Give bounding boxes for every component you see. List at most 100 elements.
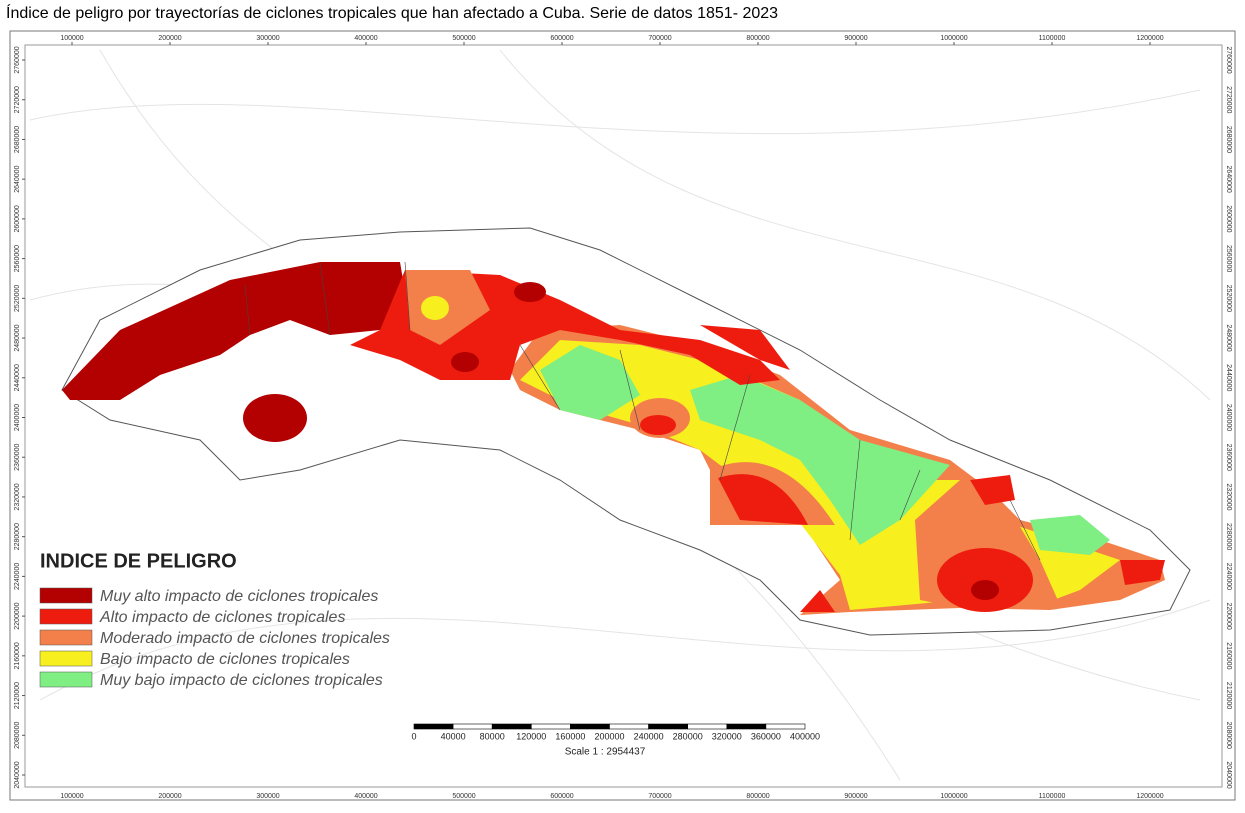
y-tick-label: 2520000 [1225, 285, 1232, 312]
y-tick-label: 2360000 [14, 443, 21, 470]
x-tick-label: 400000 [354, 35, 377, 42]
scale-bar: Scale 1 : 2954437 0 40000 80000 120000 16000… [411, 723, 820, 758]
scale-label: 360000 [751, 731, 781, 741]
y-tick-label: 2480000 [1225, 324, 1232, 351]
scale-segment [648, 723, 688, 730]
zone [540, 345, 640, 420]
legend-label: Muy alto impacto de ciclones tropicales [100, 588, 378, 605]
zone [1120, 560, 1165, 585]
legend-swatch [39, 587, 93, 604]
y-tick-label: 2600000 [1225, 205, 1232, 232]
x-tick-label: 300000 [256, 793, 279, 800]
y-tick-label: 2680000 [1225, 126, 1232, 153]
zone [690, 375, 950, 545]
x-tick-label: 900000 [844, 793, 867, 800]
y-tick-label: 2120000 [1225, 682, 1232, 709]
y-tick-label: 2480000 [14, 324, 21, 351]
scale-segment [765, 723, 806, 730]
y-tick-label: 2280000 [14, 523, 21, 550]
scale-label: 80000 [480, 731, 505, 741]
scale-label: 400000 [790, 731, 820, 741]
legend: INDICE DE PELIGRO Muy alto impacto de ci… [39, 550, 390, 689]
zone [640, 415, 676, 435]
zone [800, 590, 835, 612]
y-tick-label: 2360000 [1225, 444, 1232, 471]
y-tick-label: 2560000 [1225, 245, 1232, 272]
scale-label: 280000 [673, 731, 703, 741]
scale-label: 40000 [441, 731, 466, 741]
title: Índice de peligro por trayectorías de ci… [6, 3, 778, 22]
x-tick-label: 800000 [746, 35, 769, 42]
scale-segment [726, 723, 767, 730]
x-tick-label: 700000 [648, 793, 671, 800]
x-tick-label: 700000 [648, 35, 671, 42]
legend-label: Moderado impacto de ciclones tropicales [100, 630, 390, 647]
x-tick-label: 900000 [844, 35, 867, 42]
zone [514, 282, 546, 302]
x-tick-label: 1100000 [1039, 35, 1066, 42]
legend-swatch [39, 650, 93, 667]
y-tick-label: 2720000 [1225, 86, 1232, 113]
scale-label: 120000 [516, 731, 546, 741]
y-tick-label: 2240000 [14, 563, 21, 590]
x-tick-label: 200000 [158, 793, 181, 800]
scale-segment [609, 723, 649, 730]
hazard-zones [62, 262, 1165, 615]
x-tick-label: 100000 [60, 35, 83, 42]
y-tick-label: 2760000 [14, 46, 21, 73]
legend-swatch [39, 671, 93, 688]
y-tick-label: 2520000 [14, 285, 21, 312]
scale-text: Scale 1 : 2954437 [565, 747, 646, 758]
y-tick-label: 2200000 [14, 602, 21, 629]
zone [451, 352, 479, 372]
x-tick-label: 1200000 [1136, 35, 1163, 42]
y-tick-label: 2640000 [14, 165, 21, 192]
x-tick-label: 800000 [746, 793, 769, 800]
y-tick-label: 2440000 [1225, 364, 1232, 391]
legend-label: Muy bajo impacto de ciclones tropicales [100, 672, 383, 689]
scale-label: 200000 [594, 731, 624, 741]
x-tick-label: 300000 [256, 35, 279, 42]
scale-segment [413, 723, 454, 730]
scale-segment [687, 723, 728, 730]
legend-title: INDICE DE PELIGRO [40, 550, 237, 572]
y-tick-label: 2600000 [14, 205, 21, 232]
y-tick-label: 2040000 [1225, 761, 1232, 788]
x-tick-label: 1000000 [940, 793, 967, 800]
zone [700, 325, 790, 370]
y-tick-label: 2400000 [14, 404, 21, 431]
scale-segment [570, 723, 610, 730]
scale-segment [491, 723, 532, 730]
y-tick-label: 2440000 [14, 364, 21, 391]
y-tick-label: 2240000 [1225, 563, 1232, 590]
x-tick-label: 500000 [452, 35, 475, 42]
y-tick-label: 2720000 [14, 86, 21, 113]
y-tick-label: 2320000 [14, 483, 21, 510]
x-tick-label: 200000 [158, 35, 181, 42]
x-tick-label: 100000 [60, 793, 83, 800]
y-tick-label: 2560000 [14, 245, 21, 272]
legend-label: Alto impacto de ciclones tropicales [99, 609, 345, 626]
y-tick-label: 2160000 [1225, 642, 1232, 669]
y-tick-label: 2080000 [14, 722, 21, 749]
y-tick-label: 2280000 [1225, 523, 1232, 550]
legend-swatch [39, 608, 93, 625]
x-tick-label: 1000000 [940, 35, 967, 42]
x-tick-label: 500000 [452, 793, 475, 800]
x-tick-label: 400000 [354, 793, 377, 800]
zone [421, 296, 449, 320]
y-tick-label: 2080000 [1225, 722, 1232, 749]
x-tick-label: 1100000 [1039, 793, 1066, 800]
y-tick-label: 2160000 [14, 642, 21, 669]
y-tick-label: 2200000 [1225, 602, 1232, 629]
x-tick-label: 1200000 [1136, 793, 1163, 800]
scale-label: 240000 [634, 731, 664, 741]
scale-label: 160000 [555, 731, 585, 741]
y-tick-label: 2760000 [1225, 46, 1232, 73]
zone [1030, 515, 1110, 555]
y-tick-label: 2640000 [1225, 166, 1232, 193]
y-tick-label: 2320000 [1225, 483, 1232, 510]
legend-label: Bajo impacto de ciclones tropicales [100, 651, 350, 668]
